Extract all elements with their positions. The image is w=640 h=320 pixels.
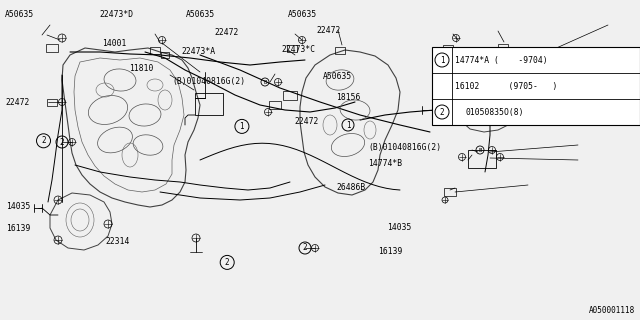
Text: A50635: A50635	[288, 10, 317, 19]
Bar	[476, 76, 488, 84]
Text: B: B	[478, 148, 482, 153]
Bar	[432, 47, 640, 125]
Text: 22472: 22472	[317, 26, 341, 35]
Bar	[335, 46, 345, 53]
Text: B: B	[264, 79, 267, 84]
Text: A050001118: A050001118	[589, 306, 635, 315]
Text: 16102      (9705-   ): 16102 (9705- )	[455, 82, 557, 91]
Text: 1: 1	[440, 55, 444, 65]
Text: 22472: 22472	[294, 117, 319, 126]
Bar	[444, 188, 456, 196]
Text: 18156: 18156	[336, 93, 360, 102]
Text: 2: 2	[303, 244, 307, 252]
Bar	[150, 46, 160, 53]
Text: 22473*D: 22473*D	[99, 10, 133, 19]
Text: 2: 2	[60, 138, 64, 147]
Text: 14001: 14001	[102, 39, 127, 48]
Bar	[161, 52, 169, 58]
Text: 16139: 16139	[6, 224, 31, 233]
Text: (B)01040816G(2): (B)01040816G(2)	[368, 143, 441, 152]
Bar	[269, 101, 281, 109]
Bar	[468, 150, 496, 168]
Text: 22472: 22472	[5, 98, 29, 107]
Text: 22314: 22314	[106, 237, 130, 246]
Text: 14035: 14035	[6, 202, 31, 211]
Text: 22472: 22472	[214, 28, 239, 36]
Text: 1: 1	[346, 121, 350, 130]
Text: 14774*B: 14774*B	[368, 159, 402, 168]
Text: 14035: 14035	[387, 223, 412, 232]
Text: 14774*A (    -9704): 14774*A ( -9704)	[455, 55, 548, 65]
Text: 2: 2	[41, 136, 46, 145]
Text: 2: 2	[225, 258, 230, 267]
Bar	[46, 44, 58, 52]
Bar	[464, 106, 476, 114]
Text: 22473*A: 22473*A	[181, 47, 215, 56]
Bar	[47, 99, 57, 106]
Text: A50635: A50635	[5, 10, 35, 19]
Bar	[443, 44, 453, 52]
Text: A50635: A50635	[323, 72, 353, 81]
Text: 11810: 11810	[129, 64, 154, 73]
Text: 01050835O(8): 01050835O(8)	[465, 108, 524, 116]
Text: 26486B: 26486B	[336, 183, 365, 192]
Text: 16139: 16139	[378, 247, 402, 256]
Text: B: B	[458, 109, 461, 115]
Bar	[195, 93, 223, 115]
Text: (B)01040816G(2): (B)01040816G(2)	[173, 77, 246, 86]
Text: A50635: A50635	[186, 10, 215, 19]
Bar	[283, 91, 297, 100]
Bar	[287, 44, 297, 52]
Bar	[498, 44, 508, 51]
Text: 2: 2	[440, 108, 444, 116]
Text: 22473*C: 22473*C	[282, 45, 316, 54]
Text: 1: 1	[239, 122, 244, 131]
